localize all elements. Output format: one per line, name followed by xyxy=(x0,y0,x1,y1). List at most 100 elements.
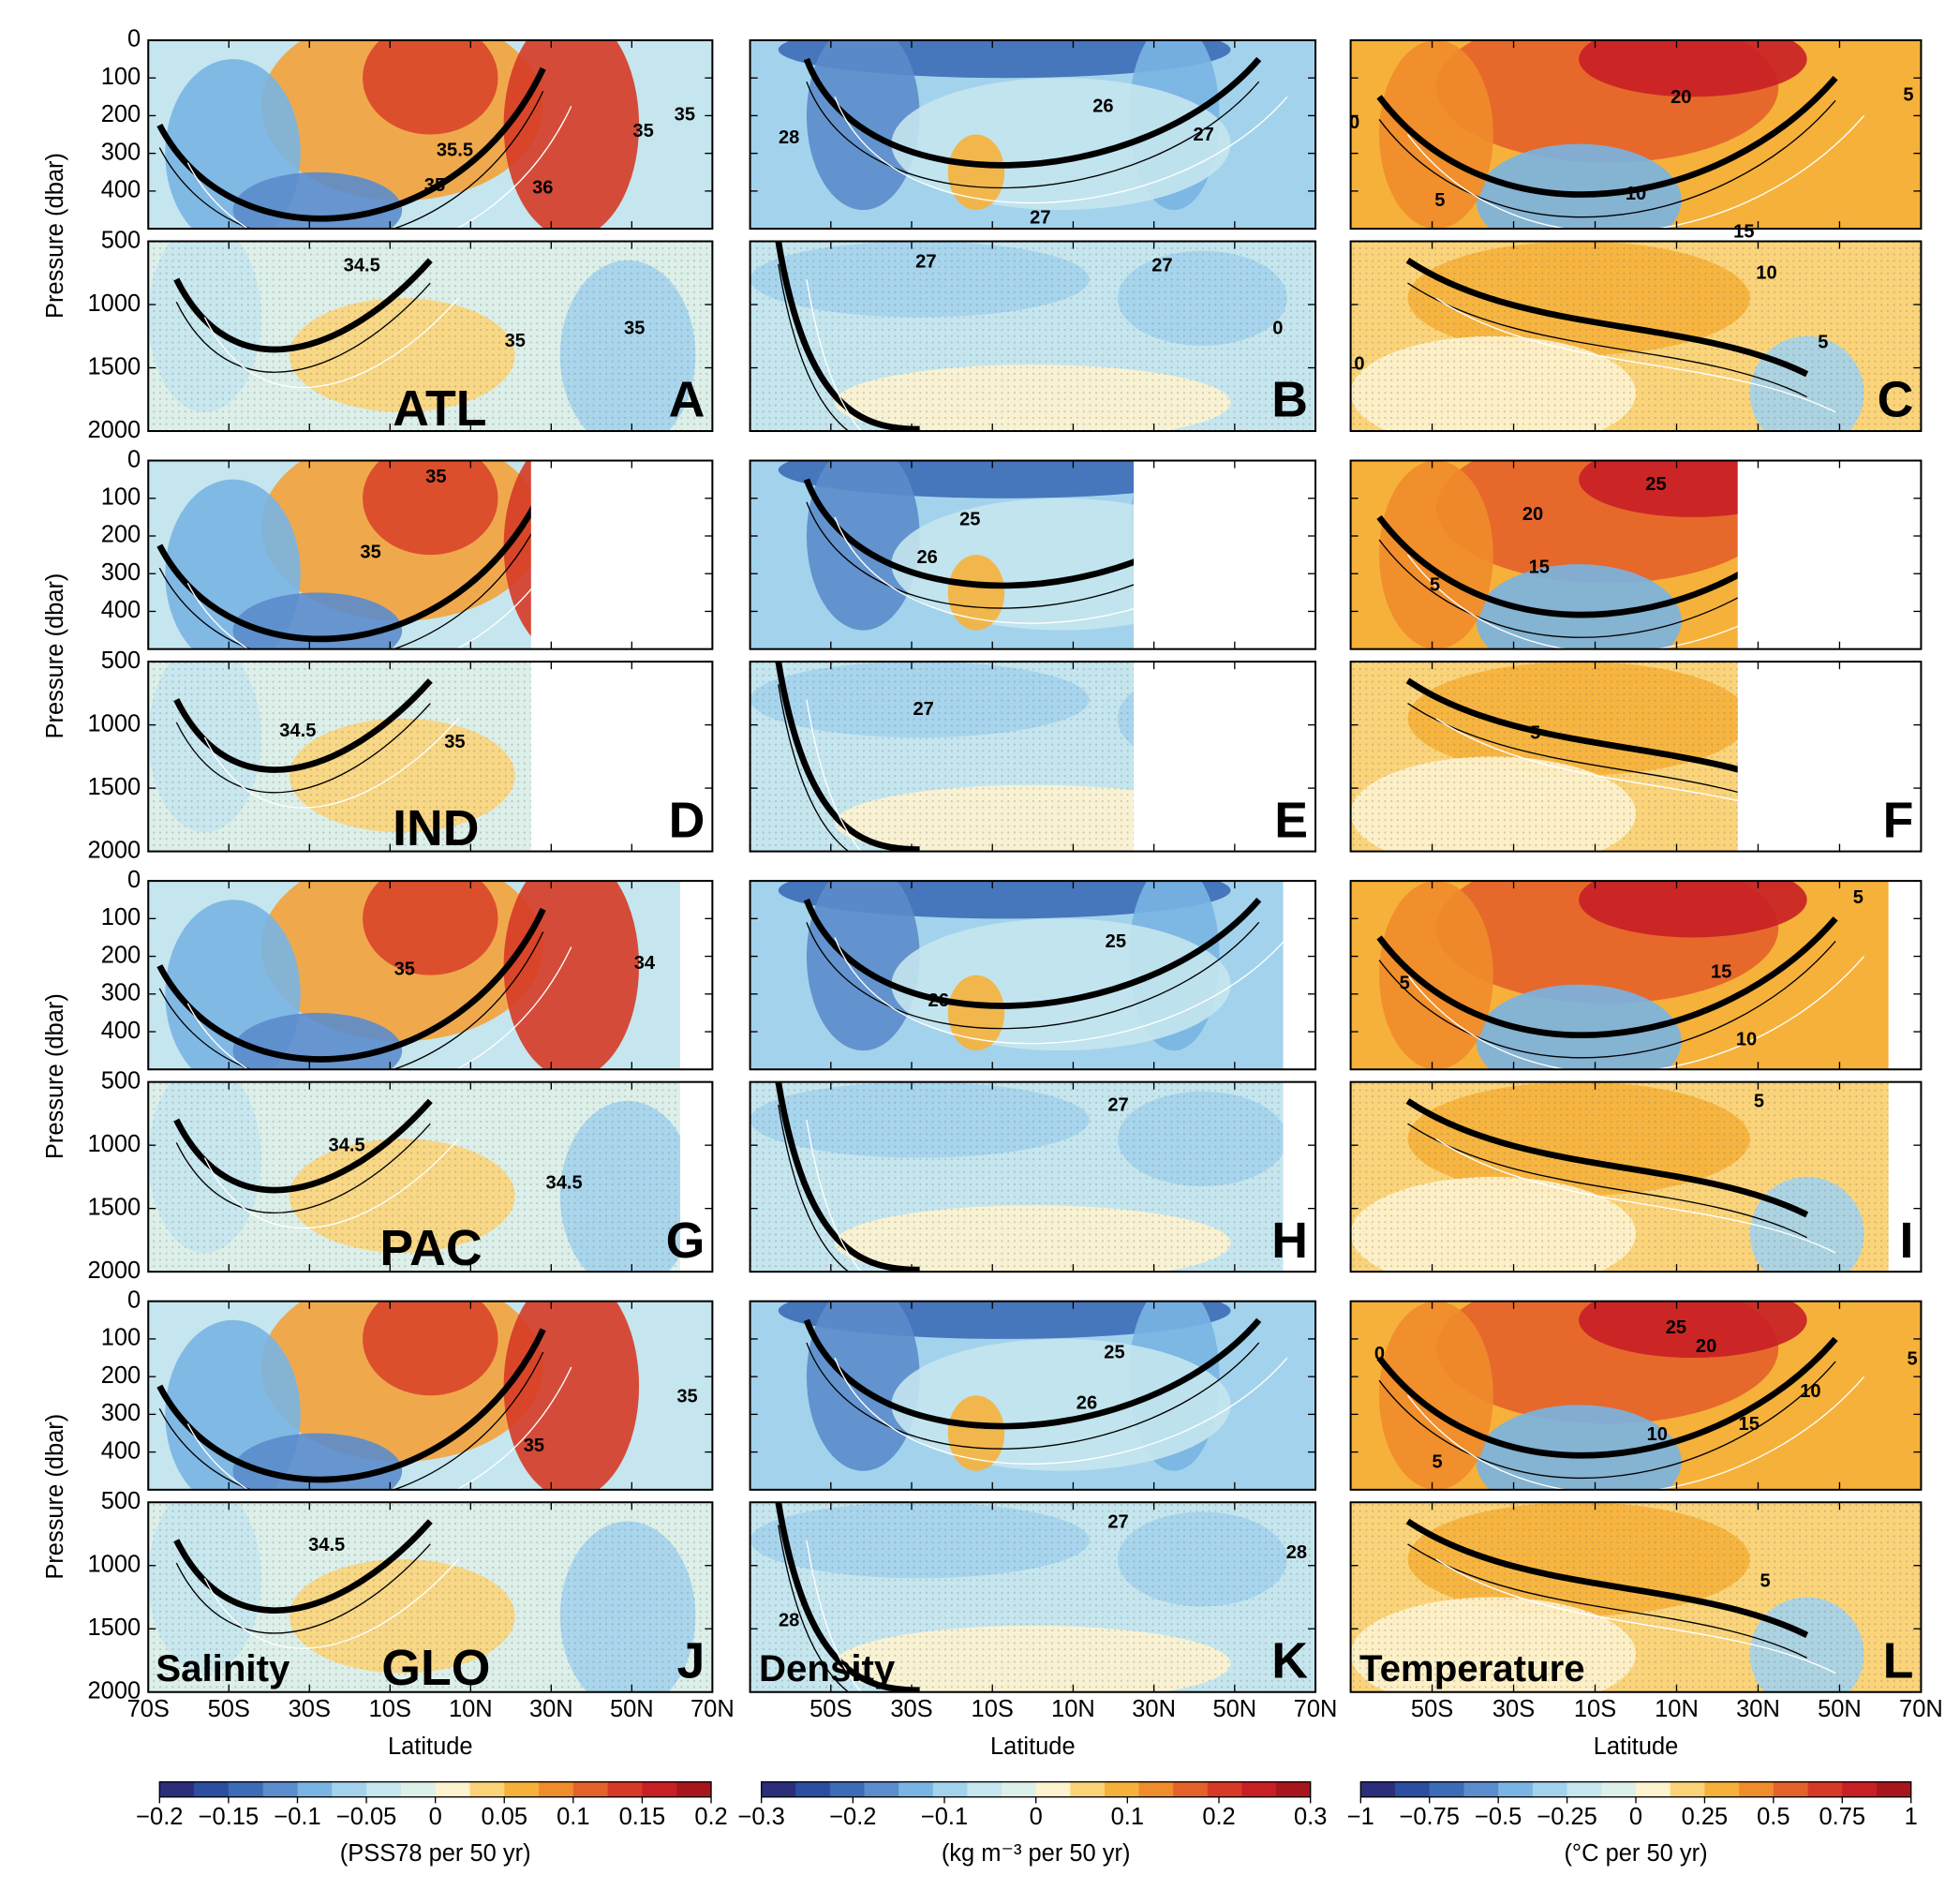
contour-line xyxy=(1376,1336,1838,1459)
y-tick-label: 200 xyxy=(101,1362,141,1389)
no-data-mask xyxy=(1737,460,1922,649)
stipple xyxy=(148,241,713,432)
contour-label: 10 xyxy=(1736,1030,1757,1050)
contour-line xyxy=(775,1081,920,1272)
y-tick-label: 300 xyxy=(101,139,141,165)
colorbar-swatch xyxy=(400,1781,437,1797)
x-tick-label: 70S xyxy=(127,1696,170,1722)
contour-label: 5 xyxy=(1754,1091,1764,1111)
contour-line-thin xyxy=(806,81,1260,189)
stipple xyxy=(148,1502,713,1692)
y-tick-label: 400 xyxy=(101,177,141,203)
contour-label: 26 xyxy=(916,547,937,568)
contour-label: 0 xyxy=(1374,1344,1385,1364)
y-tick-label: 2000 xyxy=(88,837,141,863)
contour-label: 34.5 xyxy=(308,1535,345,1555)
field xyxy=(750,1081,1316,1272)
colorbar-swatch xyxy=(504,1781,540,1797)
contour-line-white xyxy=(834,96,1288,204)
contour-line-thin xyxy=(158,90,544,230)
contour-line xyxy=(1405,257,1809,378)
colorbar-tick-label: 0.75 xyxy=(1819,1804,1865,1830)
x-axis-label: Latitude xyxy=(388,1734,473,1760)
panel-frame xyxy=(749,38,1317,231)
y-tick-label: 1000 xyxy=(88,290,141,317)
contour-line-thin xyxy=(778,1104,850,1272)
contour-line-thin xyxy=(158,931,544,1070)
contour-line-white xyxy=(834,937,1288,1045)
contour-label: 36 xyxy=(532,178,553,199)
panel-frame xyxy=(147,1300,714,1491)
colorbar-swatch xyxy=(194,1781,230,1797)
y-tick-label: 300 xyxy=(101,980,141,1006)
contour-line xyxy=(173,678,433,773)
y-tick-label: 1000 xyxy=(88,1551,141,1577)
contour-line xyxy=(803,898,1262,1009)
colorbar-swatch xyxy=(1532,1781,1567,1797)
field-blob xyxy=(1579,881,1807,938)
field xyxy=(750,1502,1316,1692)
contour-label: 34.5 xyxy=(329,1135,365,1155)
panel-frame xyxy=(147,459,714,650)
contour-line-white xyxy=(203,297,459,389)
contour-line-thin xyxy=(778,684,850,852)
contour-line-white xyxy=(1435,1138,1836,1254)
colorbar-swatch xyxy=(1002,1781,1037,1797)
contour-line xyxy=(1405,1098,1809,1218)
colorbar-tick-label: 0.5 xyxy=(1757,1804,1789,1830)
contour-line-thin xyxy=(806,921,1260,1030)
panel-frame xyxy=(1349,38,1923,231)
field-blob xyxy=(1379,39,1493,230)
colorbar-swatch xyxy=(435,1781,470,1797)
field-blob xyxy=(1476,143,1682,230)
field xyxy=(148,241,713,432)
colorbar-tick-label: 0 xyxy=(1030,1804,1043,1830)
y-tick-label: 100 xyxy=(101,64,141,90)
contour-label: 27 xyxy=(913,699,933,720)
field-blob xyxy=(947,555,1005,631)
colorbar-tick-label: 0.3 xyxy=(1294,1804,1327,1830)
y-tick-label: 400 xyxy=(101,1018,141,1044)
y-tick-label: 300 xyxy=(101,1400,141,1426)
panel-letter: I xyxy=(1899,1213,1913,1269)
colorbar-swatch xyxy=(1070,1781,1106,1797)
contour-label: 15 xyxy=(1711,961,1731,982)
contour-label: 28 xyxy=(779,127,799,148)
contour-label: 20 xyxy=(1670,87,1691,108)
x-tick-label: 50N xyxy=(1818,1696,1862,1722)
field xyxy=(750,460,1316,649)
x-tick-label: 50N xyxy=(1212,1696,1256,1722)
x-tick-label: 50S xyxy=(1411,1696,1453,1722)
contour-line-white xyxy=(186,1366,572,1490)
panel-frame xyxy=(1349,1300,1923,1491)
contour-label: 35 xyxy=(632,121,653,141)
contour-label: 27 xyxy=(1107,1094,1128,1115)
colorbar-tick-label: −0.25 xyxy=(1537,1804,1596,1830)
x-tick-label: 30N xyxy=(1132,1696,1176,1722)
panel-frame xyxy=(749,1300,1317,1491)
field xyxy=(148,881,713,1070)
contour-label: 25 xyxy=(1106,931,1126,952)
colorbar-swatch xyxy=(829,1781,865,1797)
contour-line-white xyxy=(1406,956,1865,1070)
colorbar-tick-label: −0.05 xyxy=(336,1804,396,1830)
contour-line-white xyxy=(203,1558,459,1649)
contour-label: 10 xyxy=(1647,1424,1668,1445)
contour-line xyxy=(173,1098,433,1194)
contour-line-white xyxy=(806,278,863,432)
colorbar-tick-label: −0.2 xyxy=(829,1804,876,1830)
contour-label: 27 xyxy=(915,252,936,273)
colorbar-label: (kg m⁻³ per 50 yr) xyxy=(942,1840,1131,1867)
y-tick-label: 1500 xyxy=(88,1615,141,1641)
field-blob xyxy=(363,1301,498,1396)
field xyxy=(148,460,713,649)
colorbar-swatch xyxy=(1276,1781,1312,1797)
colorbar-swatch xyxy=(1395,1781,1431,1797)
colorbar-swatch xyxy=(1360,1781,1396,1797)
panel-letter: G xyxy=(666,1213,705,1269)
y-tick-label: 400 xyxy=(101,597,141,623)
field xyxy=(1350,241,1922,432)
contour-label: 25 xyxy=(1104,1343,1124,1363)
contour-line-thin xyxy=(1407,282,1807,398)
